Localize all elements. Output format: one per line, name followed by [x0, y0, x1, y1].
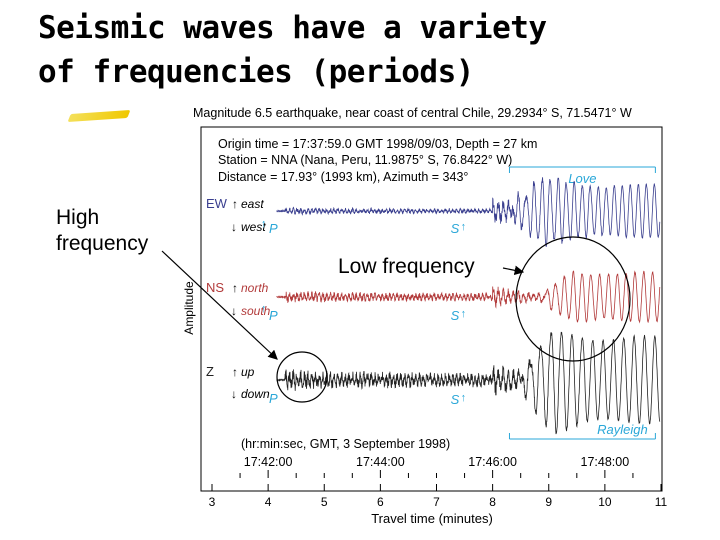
y-axis-label: Amplitude	[182, 281, 196, 335]
high-frequency-circle	[276, 351, 328, 403]
x-axis: 3 4 5 6 7 8 9 10 11	[209, 484, 668, 509]
ew-east-label: east	[241, 197, 264, 211]
love-label: Love	[568, 171, 596, 186]
z-s-phase: S	[451, 392, 460, 407]
title-line-1: Seismic waves have a variety	[38, 10, 547, 46]
plot-frame	[200, 126, 663, 492]
low-frequency-circle	[515, 236, 631, 362]
slide-title: Seismic waves have a variety of frequenc…	[38, 6, 678, 94]
info-line-station: Station = NNA (Nana, Peru, 11.9875° S, 7…	[218, 153, 512, 167]
z-down-label: down	[241, 387, 270, 401]
x-tick-label: 6	[377, 495, 384, 509]
x-tick-label: 5	[321, 495, 328, 509]
x-tick-label: 3	[209, 495, 216, 509]
info-line-origin: Origin time = 17:37:59.0 GMT 1998/09/03,…	[218, 137, 537, 151]
clock-tick-label: 17:46:00	[468, 455, 517, 469]
x-tick-label: 11	[655, 495, 668, 509]
ns-component: NS ↑ north ↓ south P ↑ S ↑	[206, 270, 661, 324]
x-tick-label: 7	[433, 495, 440, 509]
high-frequency-line-1: High	[56, 206, 100, 229]
high-frequency-line-2: frequency	[56, 232, 149, 255]
clock-tick-label: 17:48:00	[581, 455, 630, 469]
ew-component: EW ↑ east ↓ west P ↑ S ↑	[206, 177, 661, 247]
down-arrow-icon: ↓	[231, 304, 237, 318]
p-arrow-icon: ↑	[261, 303, 267, 315]
up-arrow-icon: ↑	[232, 365, 238, 379]
ns-p-phase: P	[269, 308, 278, 323]
ns-name: NS	[206, 280, 224, 295]
high-frequency-label: High frequency	[56, 205, 148, 257]
ew-trace	[276, 177, 661, 247]
z-p-phase: P	[269, 391, 278, 406]
x-tick-label: 4	[265, 495, 272, 509]
info-line-distance: Distance = 17.93° (1993 km), Azimuth = 3…	[218, 170, 468, 184]
x-axis-label: Travel time (minutes)	[371, 511, 493, 526]
s-arrow-icon: ↑	[461, 308, 467, 320]
rayleigh-label: Rayleigh	[597, 422, 648, 437]
down-arrow-icon: ↓	[231, 387, 237, 401]
s-arrow-icon: ↑	[461, 392, 467, 404]
x-tick-label: 8	[489, 495, 496, 509]
ew-west-label: west	[241, 220, 266, 234]
clock-axis: 17:42:00 17:44:00 17:46:00 17:48:00	[239, 455, 634, 478]
low-frequency-arrow	[502, 265, 525, 276]
ns-s-phase: S	[451, 308, 460, 323]
z-component: Z ↑ up ↓ down P S ↑	[206, 331, 661, 435]
x-tick-label: 10	[598, 495, 612, 509]
ns-north-label: north	[241, 281, 269, 295]
down-arrow-icon: ↓	[231, 220, 237, 234]
title-line-2: of frequencies (periods)	[38, 54, 474, 90]
ew-s-phase: S	[451, 221, 460, 236]
chart-title: Magnitude 6.5 earthquake, near coast of …	[193, 106, 632, 120]
ns-trace	[276, 270, 661, 324]
high-frequency-arrow	[161, 250, 278, 360]
ew-p-phase: P	[269, 221, 278, 236]
z-trace	[276, 331, 661, 435]
x-tick-label: 9	[545, 495, 552, 509]
clock-caption: (hr:min:sec, GMT, 3 September 1998)	[241, 437, 450, 451]
ew-name: EW	[206, 196, 228, 211]
ns-south-label: south	[241, 304, 271, 318]
s-arrow-icon: ↑	[461, 221, 467, 233]
up-arrow-icon: ↑	[232, 197, 238, 211]
up-arrow-icon: ↑	[232, 281, 238, 295]
low-frequency-label: Low frequency	[338, 255, 475, 278]
clock-tick-label: 17:42:00	[244, 455, 293, 469]
z-up-label: up	[241, 365, 255, 379]
z-name: Z	[206, 364, 214, 379]
clock-tick-label: 17:44:00	[356, 455, 405, 469]
p-arrow-icon: ↑	[261, 218, 267, 230]
